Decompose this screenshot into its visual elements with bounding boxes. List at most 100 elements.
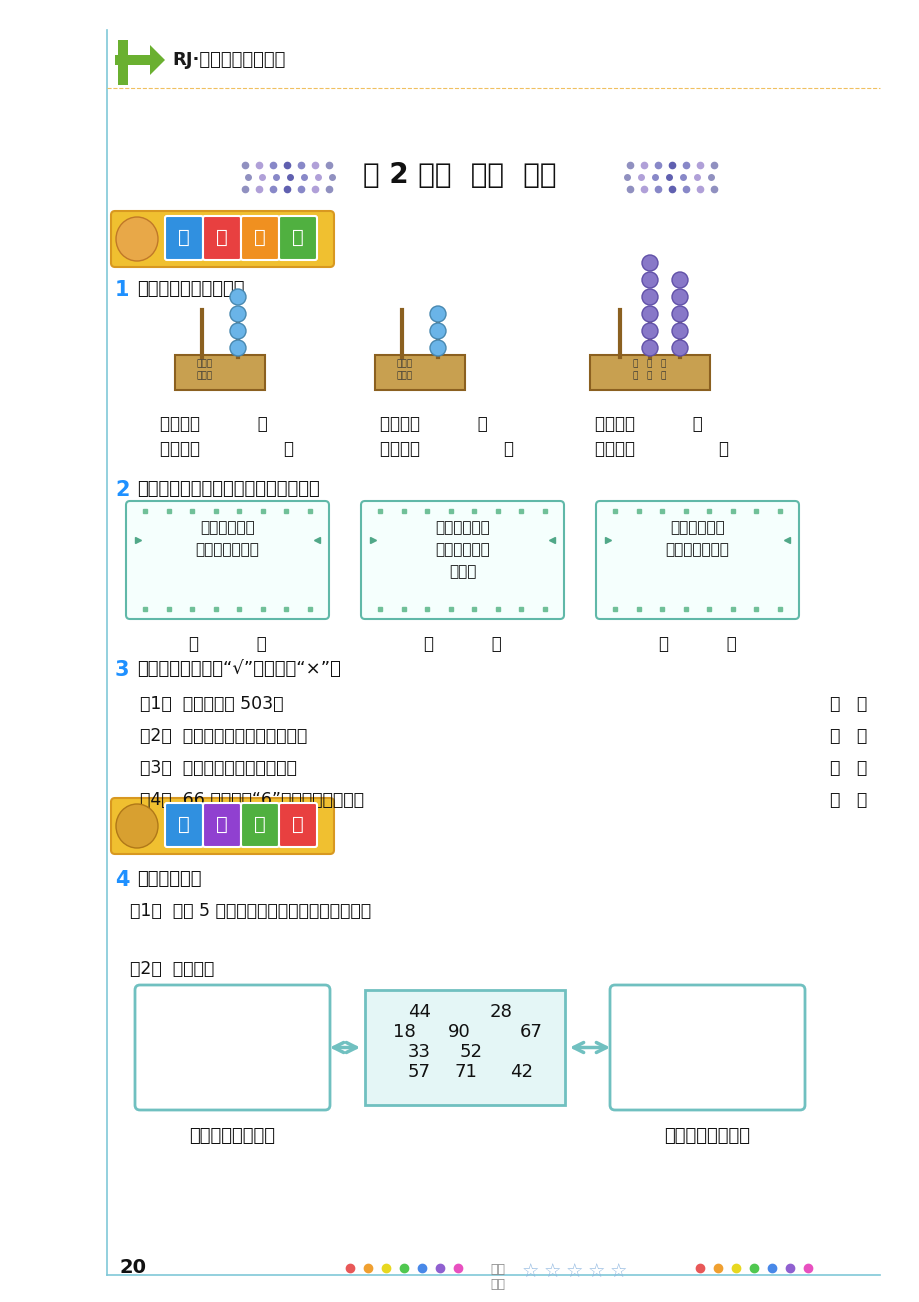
Text: ☆: ☆ [521,1263,539,1282]
Text: 础: 础 [216,228,228,246]
Text: 练: 练 [292,228,303,246]
Text: （3）  读数和写数都从高位起。: （3） 读数和写数都从高位起。 [140,759,297,777]
Text: （           ）: （ ） [188,635,267,654]
Text: 57: 57 [407,1062,430,1081]
Text: 2: 2 [115,480,130,500]
Text: 位位位: 位位位 [197,371,213,380]
Text: 升: 升 [292,815,303,833]
Circle shape [641,323,657,339]
Bar [175,355,265,391]
Text: 齐天大圣孙悟
空有七十二般
变化。: 齐天大圣孙悟 空有七十二般 变化。 [435,519,489,579]
Text: （   ）: （ ） [829,695,867,713]
Text: （4）  66 中的两个“6”表示的意义相同。: （4） 66 中的两个“6”表示的意义相同。 [140,792,364,809]
Text: 基: 基 [178,228,189,246]
Text: （   ）: （ ） [829,759,867,777]
Text: 力: 力 [216,815,228,833]
Circle shape [671,272,687,288]
Text: 我来写一写。: 我来写一写。 [137,870,201,888]
Text: 67: 67 [519,1023,542,1042]
Text: 能: 能 [178,815,189,833]
Text: 位   位   位: 位 位 位 [632,371,666,380]
Bar [375,355,464,391]
Text: 4: 4 [115,870,130,891]
FancyBboxPatch shape [165,216,203,260]
Circle shape [429,306,446,322]
Text: 读作：（                ）: 读作：（ ） [380,440,514,458]
Text: （1）  五十三写作 503。: （1） 五十三写作 503。 [140,695,283,713]
Text: 写作：（           ）: 写作：（ ） [380,415,487,434]
Text: ☆: ☆ [564,1263,582,1282]
Circle shape [230,289,245,305]
Text: 百十个: 百十个 [396,359,413,368]
Text: 我们的祖国有
五十六个民族。: 我们的祖国有 五十六个民族。 [664,519,729,557]
Text: 提: 提 [254,815,266,833]
Circle shape [641,306,657,322]
Bar [589,355,709,391]
Text: 18: 18 [392,1023,415,1042]
Circle shape [641,289,657,305]
Text: 写作：（           ）: 写作：（ ） [160,415,267,434]
Text: 第 2 课时  读数  写数: 第 2 课时 读数 写数 [363,161,556,189]
Text: 20: 20 [119,1258,147,1277]
Circle shape [429,323,446,339]
FancyBboxPatch shape [165,803,203,848]
Circle shape [671,323,687,339]
FancyBboxPatch shape [278,216,317,260]
FancyBboxPatch shape [360,501,563,618]
FancyBboxPatch shape [278,803,317,848]
Text: 42: 42 [509,1062,532,1081]
Text: 位位位: 位位位 [396,371,413,380]
Text: 小法官。（对的画“√”，错的画“×”）: 小法官。（对的画“√”，错的画“×”） [137,660,341,678]
Text: 44: 44 [407,1003,430,1021]
Circle shape [429,340,446,355]
FancyBboxPatch shape [111,211,334,267]
Text: 90: 90 [448,1023,471,1042]
Text: ☆: ☆ [586,1263,604,1282]
Circle shape [671,306,687,322]
Text: 33: 33 [407,1043,430,1061]
Circle shape [230,323,245,339]
FancyBboxPatch shape [241,216,278,260]
Text: ☆: ☆ [608,1263,626,1282]
Text: 读作：（                ）: 读作：（ ） [595,440,728,458]
FancyBboxPatch shape [596,501,798,618]
Text: （           ）: （ ） [423,635,501,654]
Text: （2）  选一选。: （2） 选一选。 [130,960,214,978]
FancyBboxPatch shape [111,798,334,854]
Bar [118,40,128,85]
Text: 我来写一写。（写出下面横线上的数）: 我来写一写。（写出下面横线上的数） [137,480,320,497]
Text: ☆: ☆ [542,1263,561,1282]
Text: （   ）: （ ） [829,792,867,809]
FancyBboxPatch shape [365,990,564,1105]
Circle shape [230,340,245,355]
Circle shape [641,255,657,271]
FancyBboxPatch shape [609,986,804,1111]
Text: 看图写一写，读一读。: 看图写一写，读一读。 [137,280,244,298]
Text: （           ）: （ ） [658,635,735,654]
Text: （2）  从左边起，第一位是个位。: （2） 从左边起，第一位是个位。 [140,727,307,745]
FancyBboxPatch shape [203,803,241,848]
Circle shape [230,306,245,322]
Text: （1）  写出 5 个十位和个位数字相同的两位数。: （1） 写出 5 个十位和个位数字相同的两位数。 [130,902,370,921]
Text: 52: 52 [460,1043,482,1061]
Circle shape [671,289,687,305]
Text: 读作：（                ）: 读作：（ ） [160,440,294,458]
Text: 人民币的最大
面値是一百元。: 人民币的最大 面値是一百元。 [196,519,259,557]
FancyBboxPatch shape [241,803,278,848]
Text: 个位比十位大的数: 个位比十位大的数 [189,1128,275,1144]
Text: （   ）: （ ） [829,727,867,745]
Text: 百   十   个: 百 十 个 [632,359,666,368]
FancyBboxPatch shape [126,501,329,618]
Text: 71: 71 [455,1062,477,1081]
Text: 训: 训 [254,228,266,246]
FancyBboxPatch shape [203,216,241,260]
Text: 28: 28 [490,1003,512,1021]
Ellipse shape [116,217,158,260]
Text: 百十个: 百十个 [197,359,213,368]
Ellipse shape [116,805,158,848]
FancyBboxPatch shape [135,986,330,1111]
Text: 写作：（           ）: 写作：（ ） [595,415,702,434]
Polygon shape [115,46,165,76]
Text: RJ·数学一年级（下）: RJ·数学一年级（下） [172,51,285,69]
Circle shape [641,272,657,288]
